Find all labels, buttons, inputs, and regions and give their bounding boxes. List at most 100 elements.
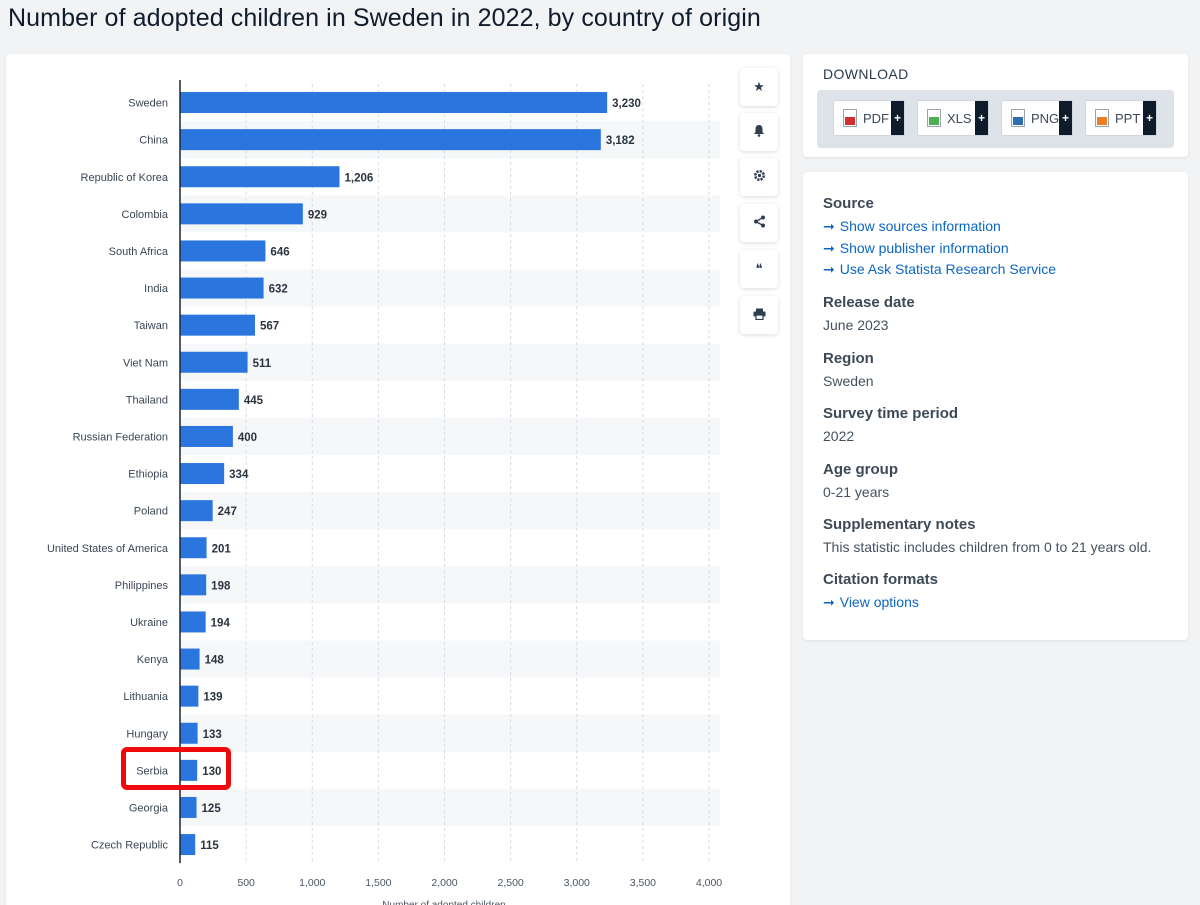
category-label: Republic of Korea	[81, 172, 169, 184]
category-label: Philippines	[115, 580, 169, 592]
category-label: Russian Federation	[73, 431, 168, 443]
bar-china	[180, 129, 601, 151]
cite-button[interactable]: ❝	[740, 250, 778, 288]
supplementary-notes-section: Supplementary notes This statistic inclu…	[823, 516, 1151, 557]
bar-india	[180, 277, 264, 299]
download-png-button[interactable]: PNG +	[1001, 100, 1073, 136]
value-label: 511	[253, 358, 272, 370]
category-label: Taiwan	[134, 320, 168, 332]
category-label: India	[144, 283, 169, 295]
category-label: Czech Republic	[91, 840, 169, 852]
category-label: Lithuania	[123, 691, 169, 703]
value-label: 247	[218, 506, 237, 518]
download-png-label: PNG	[1031, 110, 1060, 126]
share-button[interactable]	[740, 204, 778, 242]
show-sources-label: Show sources information	[839, 218, 1001, 234]
row-band	[180, 492, 720, 530]
row-band	[180, 640, 720, 678]
bar-kenya	[180, 648, 200, 670]
plus-icon: +	[975, 101, 988, 135]
x-tick-label: 500	[237, 877, 255, 889]
row-band	[180, 566, 720, 604]
age-group-heading: Age group	[823, 461, 898, 478]
gear-icon	[753, 169, 766, 185]
value-label: 3,182	[606, 135, 635, 147]
x-tick-label: 1,500	[365, 877, 391, 889]
region-heading: Region	[823, 350, 874, 367]
print-button[interactable]	[740, 296, 778, 334]
value-label: 125	[202, 803, 222, 815]
supplementary-notes-value: This statistic includes children from 0 …	[823, 539, 1152, 555]
download-ppt-button[interactable]: PPT +	[1085, 100, 1157, 136]
bar-united-states-of-america	[180, 537, 207, 559]
bar-russian-federation	[180, 425, 233, 447]
release-date-section: Release date June 2023	[823, 294, 915, 335]
plus-icon: +	[1143, 101, 1156, 135]
download-xls-button[interactable]: XLS +	[917, 100, 989, 136]
category-label: Ethiopia	[128, 469, 169, 481]
row-band	[180, 788, 720, 826]
view-options-label: View options	[839, 594, 919, 610]
category-label: Thailand	[126, 394, 168, 406]
share-icon	[753, 215, 766, 231]
category-label: South Africa	[109, 246, 169, 258]
info-panel: Source ➞ Show sources information ➞ Show p…	[803, 172, 1188, 640]
category-label: Ukraine	[130, 617, 168, 629]
category-label: Georgia	[129, 802, 169, 814]
favorite-button[interactable]: ★	[740, 68, 778, 106]
survey-period-heading: Survey time period	[823, 405, 959, 422]
chart-card: Sweden 3,230 China 3,182 Republic of Korea 1,…	[6, 54, 790, 905]
value-label: 194	[211, 617, 231, 629]
citation-heading: Citation formats	[823, 571, 939, 588]
x-tick-label: 2,000	[431, 877, 457, 889]
region-value: Sweden	[823, 373, 874, 389]
row-band	[180, 343, 720, 381]
value-label: 646	[270, 246, 289, 258]
value-label: 139	[203, 692, 222, 704]
category-label: Serbia	[136, 765, 169, 777]
bar-czech-republic	[180, 834, 196, 856]
survey-period-value: 2022	[823, 428, 855, 444]
category-label: Hungary	[126, 728, 168, 740]
row-band	[180, 269, 720, 307]
category-label: United States of America	[47, 543, 169, 555]
bell-icon	[753, 124, 765, 140]
download-panel: DOWNLOAD PDF + XLS + PNG + PPT +	[803, 54, 1188, 157]
png-file-icon	[1011, 109, 1025, 127]
value-label: 1,206	[344, 172, 373, 184]
show-sources-link[interactable]: ➞ Show sources information	[823, 216, 1056, 238]
plus-icon: +	[891, 101, 904, 135]
release-date-heading: Release date	[823, 294, 915, 311]
bar-thailand	[180, 388, 239, 410]
source-section: Source ➞ Show sources information ➞ Show p…	[823, 195, 1056, 281]
bar-viet-nam	[180, 351, 248, 373]
source-heading: Source	[823, 195, 874, 212]
show-publisher-link[interactable]: ➞ Show publisher information	[823, 238, 1056, 260]
star-icon: ★	[753, 79, 765, 94]
page-title: Number of adopted children in Sweden in …	[8, 4, 761, 32]
value-label: 632	[269, 284, 288, 296]
bar-chart: Sweden 3,230 China 3,182 Republic of Korea 1,…	[47, 80, 722, 905]
bar-south-africa	[180, 240, 266, 262]
notification-button[interactable]	[740, 113, 778, 151]
value-label: 198	[211, 580, 231, 592]
bar-philippines	[180, 574, 207, 596]
view-options-link[interactable]: ➞ View options	[823, 592, 938, 614]
download-pdf-label: PDF	[863, 110, 889, 126]
settings-button[interactable]	[740, 158, 778, 196]
category-label: Sweden	[128, 98, 168, 110]
value-label: 201	[212, 543, 232, 555]
download-pdf-button[interactable]: PDF +	[833, 100, 905, 136]
x-axis-label: Number of adopted children	[382, 900, 505, 905]
bar-ukraine	[180, 611, 206, 633]
bar-taiwan	[180, 314, 255, 336]
serbia-highlight-box	[121, 747, 231, 790]
arrow-right-icon: ➞	[823, 239, 835, 256]
xls-file-icon	[927, 109, 941, 127]
arrow-right-icon: ➞	[823, 261, 835, 277]
download-ppt-label: PPT	[1115, 110, 1141, 126]
arrow-right-icon: ➞	[823, 218, 835, 234]
category-label: Viet Nam	[123, 357, 168, 369]
ask-research-service-link[interactable]: ➞ Use Ask Statista Research Service	[823, 259, 1056, 281]
